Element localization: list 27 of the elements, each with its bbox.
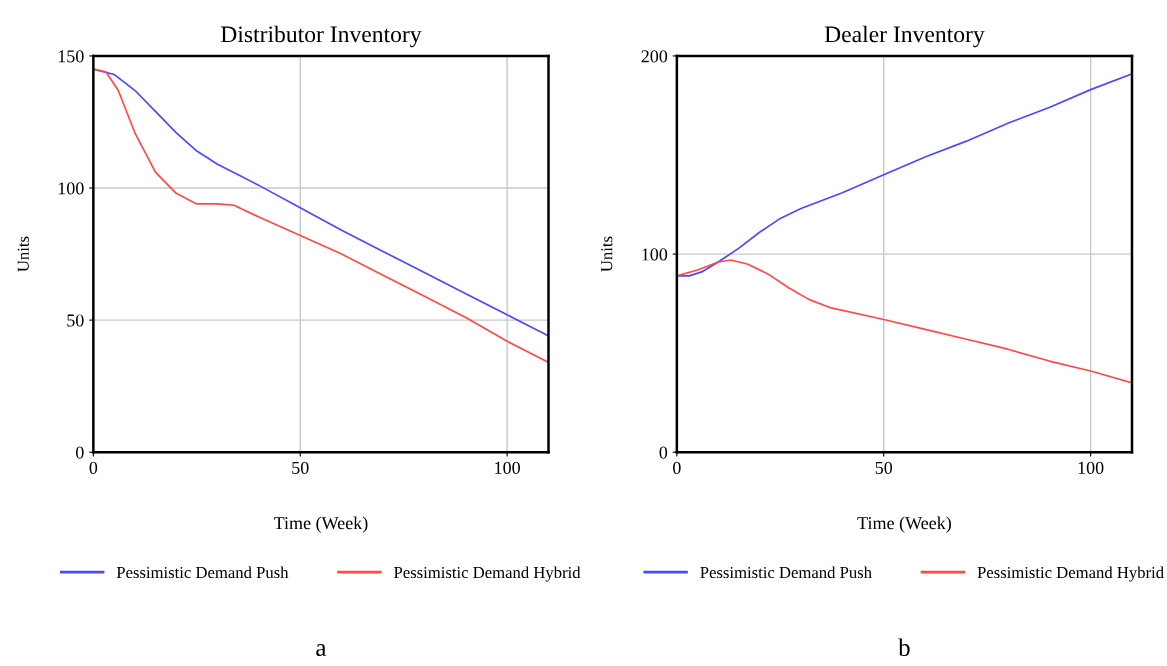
y-tick-label: 100 [642,248,668,261]
chart-title: Dealer Inventory [824,25,985,48]
x-tick-label: 0 [89,461,98,474]
y-tick-label: 150 [58,50,84,63]
legend-label: Pessimistic Demand Push [116,566,289,579]
x-tick-label: 50 [875,461,893,474]
y-tick-label: 50 [67,314,84,327]
chart-title: Distributor Inventory [220,25,422,48]
x-tick-label: 100 [1078,461,1104,474]
legend-label: Pessimistic Demand Push [700,566,872,579]
y-tick-label: 100 [58,182,84,195]
x-tick-label: 100 [495,461,520,474]
y-tick-label: 0 [75,446,84,459]
y-axis-title: Units [601,236,613,272]
text: b [898,638,910,657]
x-tick-label: 50 [292,461,309,474]
legend-label: Pessimistic Demand Hybrid [394,566,581,582]
text: a [316,644,327,657]
y-axis-title: Units [17,236,29,272]
x-axis-title: Time (Week) [857,516,951,533]
y-tick-label: 0 [659,446,668,459]
x-axis-title: Time (Week) [273,516,368,533]
line-series [676,259,1132,384]
x-tick-label: 0 [673,461,681,474]
legend-label: Pessimistic Demand Hybrid [977,566,1164,582]
line-series [676,72,1132,277]
y-tick-label: 200 [641,50,668,63]
